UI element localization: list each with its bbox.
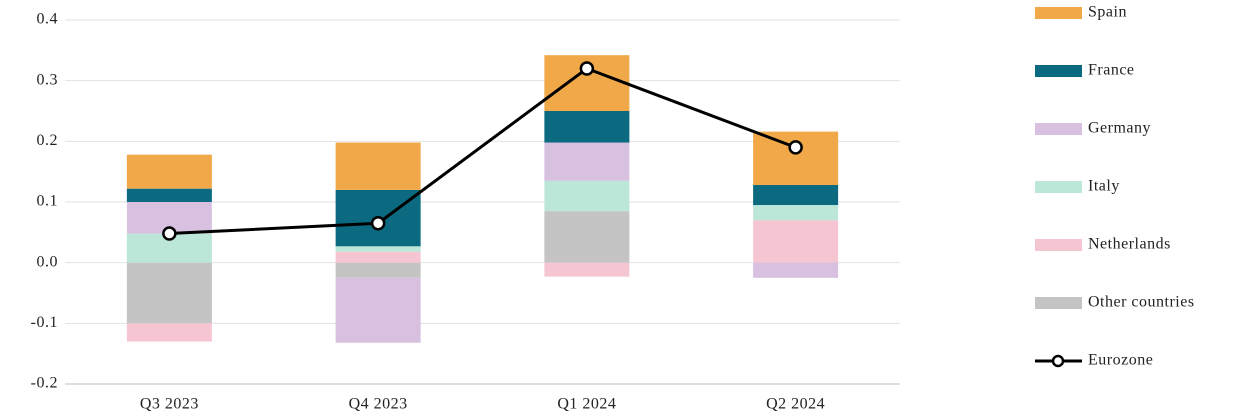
- bar-segment: [335, 262, 421, 278]
- bar-segment: [544, 262, 630, 277]
- bar-segment: [335, 246, 421, 252]
- legend-swatch: [1035, 65, 1082, 77]
- bar-segment: [126, 154, 212, 189]
- legend-marker: [1051, 354, 1065, 368]
- y-tick-label: 0.0: [37, 253, 59, 270]
- bar-segment: [753, 262, 839, 278]
- legend-label: Netherlands: [1088, 236, 1171, 253]
- legend-label: France: [1088, 62, 1135, 79]
- legend-swatch: [1035, 239, 1082, 251]
- legend-label: Germany: [1088, 120, 1151, 137]
- y-tick-label: -0.1: [31, 314, 58, 331]
- legend-label: Spain: [1088, 4, 1127, 21]
- legend-swatch: [1035, 7, 1082, 19]
- legend-label: Italy: [1088, 178, 1120, 195]
- legend-swatch: [1035, 297, 1082, 309]
- bar-segment: [126, 262, 212, 324]
- legend-label: Eurozone: [1088, 352, 1153, 369]
- x-tick-label: Q3 2023: [140, 396, 199, 413]
- legend-swatch: [1035, 181, 1082, 193]
- bar-segment: [335, 251, 421, 263]
- line-point: [788, 140, 803, 155]
- bar-segment: [126, 323, 212, 342]
- y-tick-label: 0.1: [37, 193, 59, 210]
- line-point: [162, 226, 177, 241]
- bar-segment: [335, 142, 421, 190]
- y-tick-label: 0.3: [37, 71, 59, 88]
- legend-label: Other countries: [1088, 294, 1195, 311]
- line-point: [370, 215, 386, 231]
- bar-segment: [544, 142, 630, 181]
- bar-segment: [753, 220, 839, 263]
- x-tick-label: Q4 2023: [349, 396, 408, 413]
- y-tick-label: 0.4: [37, 11, 59, 28]
- bar-segment: [544, 211, 630, 263]
- bar-segment: [335, 277, 421, 343]
- bar-segment: [753, 131, 839, 186]
- line-point: [579, 61, 595, 76]
- line: [169, 66, 797, 236]
- x-tick-label: Q2 2024: [766, 396, 825, 413]
- legend-swatch: [1035, 123, 1082, 135]
- bar-segment: [126, 188, 212, 202]
- bar-segment: [753, 185, 839, 206]
- x-tick-label: Q1 2024: [557, 396, 616, 413]
- y-tick-label: 0.2: [37, 132, 59, 149]
- y-tick-label: -0.2: [31, 375, 58, 392]
- bar-segment: [544, 180, 630, 212]
- bar-segment: [544, 111, 630, 143]
- bar-segment: [753, 205, 839, 221]
